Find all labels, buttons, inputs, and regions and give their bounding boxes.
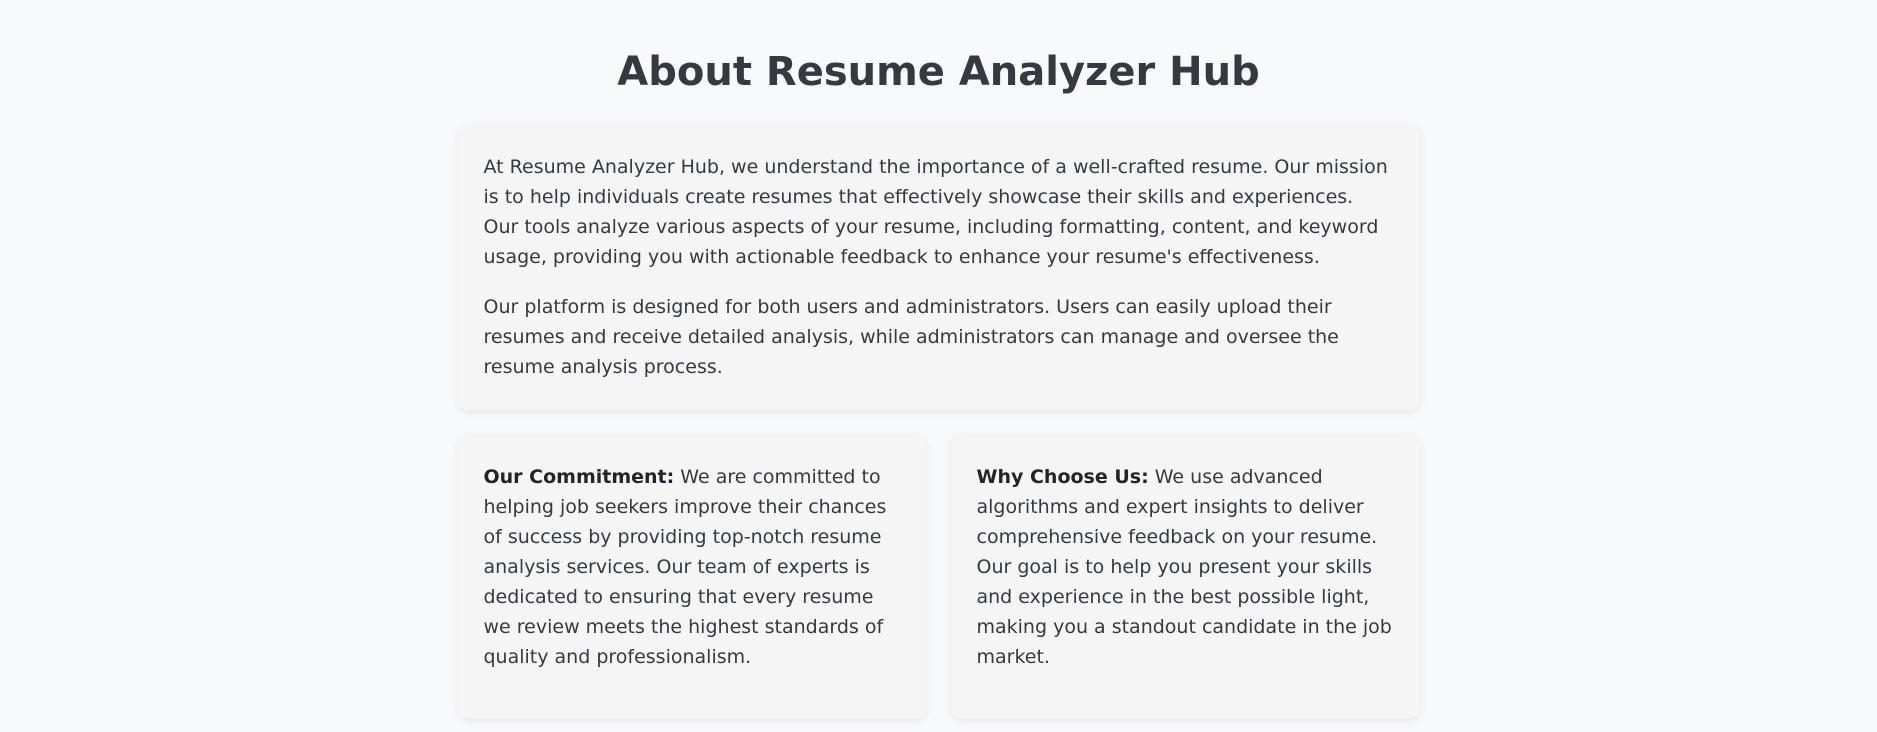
- why-choose-us-paragraph: Why Choose Us: We use advanced algorithm…: [977, 462, 1394, 672]
- commitment-paragraph: Our Commitment: We are committed to help…: [484, 462, 901, 672]
- about-page: About Resume Analyzer Hub At Resume Anal…: [457, 0, 1420, 718]
- intro-paragraph-mission: At Resume Analyzer Hub, we understand th…: [483, 156, 1388, 268]
- commitment-text: We are committed to helping job seekers …: [483, 466, 887, 668]
- commitment-card: Our Commitment: We are committed to help…: [457, 436, 927, 718]
- page-title: About Resume Analyzer Hub: [617, 49, 1260, 95]
- intro-paragraph-platform: Our platform is designed for both users …: [483, 296, 1339, 378]
- why-choose-us-card: Why Choose Us: We use advanced algorithm…: [950, 436, 1420, 718]
- why-choose-us-label: Why Choose Us:: [976, 466, 1149, 488]
- why-choose-us-text: We use advanced algorithms and expert in…: [976, 466, 1392, 668]
- intro-card: At Resume Analyzer Hub, we understand th…: [457, 126, 1420, 410]
- commitment-label: Our Commitment:: [483, 466, 675, 488]
- info-cards-row: Our Commitment: We are committed to help…: [457, 436, 1420, 718]
